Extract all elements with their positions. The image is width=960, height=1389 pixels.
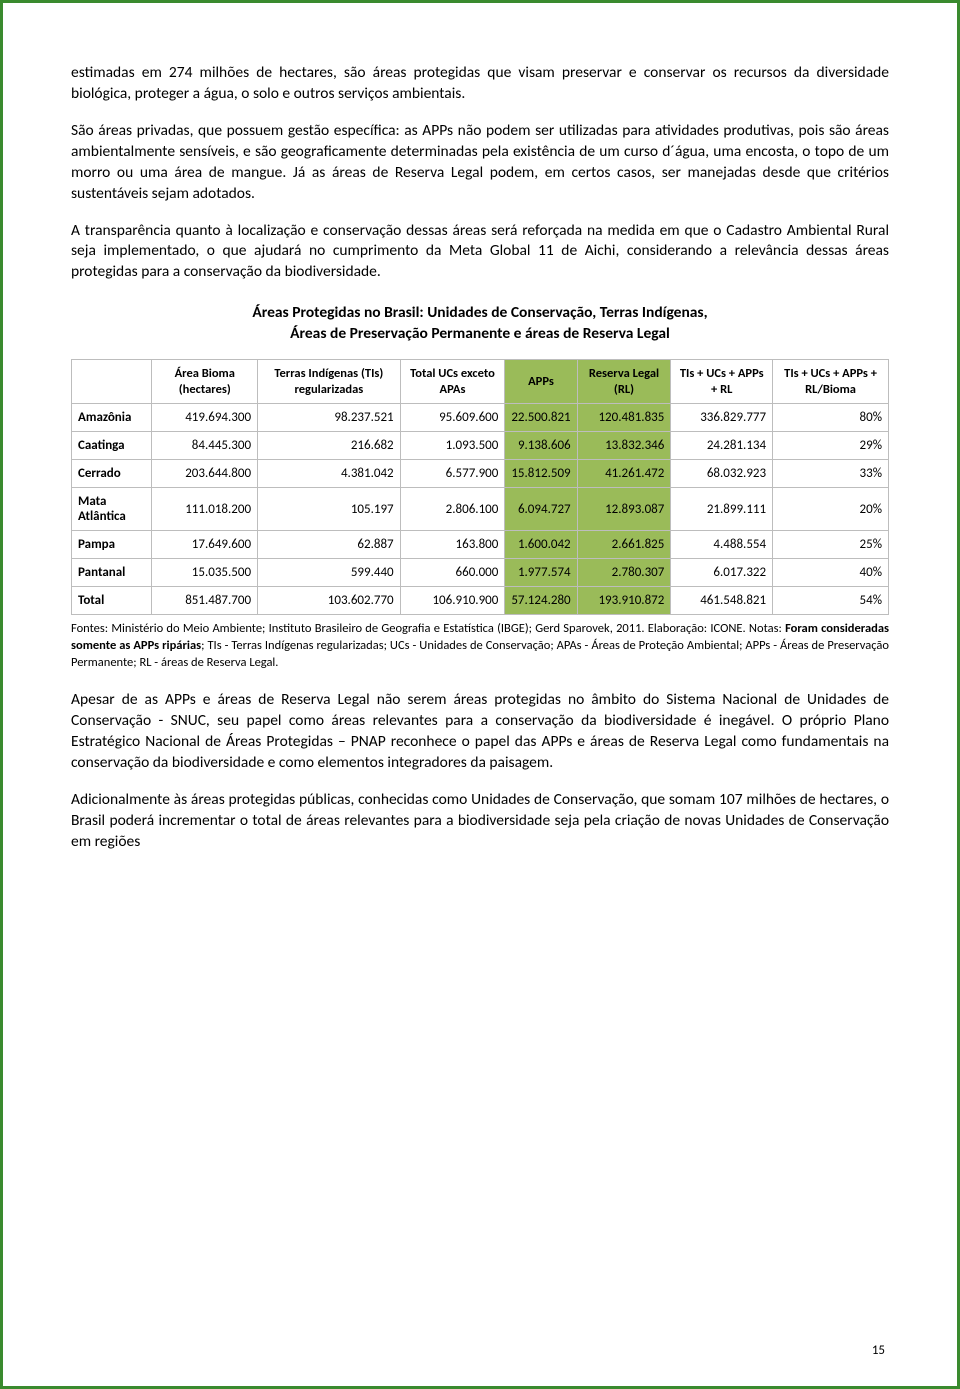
- footnote-text-1: Fontes: Ministério do Meio Ambiente; Ins…: [71, 621, 785, 636]
- table-title: Áreas Protegidas no Brasil: Unidades de …: [71, 303, 889, 345]
- table-row: Total851.487.700103.602.770106.910.90057…: [72, 587, 889, 615]
- table-cell: 17.649.600: [152, 531, 258, 559]
- header-apps: APPs: [505, 360, 577, 404]
- table-cell: 203.644.800: [152, 460, 258, 488]
- table-cell: 40%: [773, 559, 889, 587]
- table-cell: 33%: [773, 460, 889, 488]
- table-cell: Mata Atlântica: [72, 488, 152, 531]
- table-cell: Pampa: [72, 531, 152, 559]
- table-cell: 163.800: [400, 531, 505, 559]
- table-footnote: Fontes: Ministério do Meio Ambiente; Ins…: [71, 621, 889, 672]
- table-cell: 106.910.900: [400, 587, 505, 615]
- table-cell: 336.829.777: [671, 404, 773, 432]
- table-cell: 111.018.200: [152, 488, 258, 531]
- table-cell: 1.977.574: [505, 559, 577, 587]
- header-total-ucs: Total UCs exceto APAs: [400, 360, 505, 404]
- table-cell: 54%: [773, 587, 889, 615]
- table-row: Pantanal15.035.500599.440660.0001.977.57…: [72, 559, 889, 587]
- table-row: Amazônia419.694.30098.237.52195.609.6002…: [72, 404, 889, 432]
- table-cell: 1.093.500: [400, 432, 505, 460]
- table-cell: 193.910.872: [577, 587, 671, 615]
- table-cell: Cerrado: [72, 460, 152, 488]
- paragraph-1: estimadas em 274 milhões de hectares, sã…: [71, 63, 889, 105]
- protected-areas-table: Área Bioma (hectares) Terras Indígenas (…: [71, 359, 889, 615]
- paragraph-3: A transparência quanto à localização e c…: [71, 221, 889, 284]
- table-cell: 13.832.346: [577, 432, 671, 460]
- table-title-line1: Áreas Protegidas no Brasil: Unidades de …: [252, 303, 707, 322]
- table-cell: 105.197: [258, 488, 401, 531]
- table-cell: 6.017.322: [671, 559, 773, 587]
- table-cell: 12.893.087: [577, 488, 671, 531]
- table-cell: 24.281.134: [671, 432, 773, 460]
- table-cell: 41.261.472: [577, 460, 671, 488]
- table-cell: 120.481.835: [577, 404, 671, 432]
- table-cell: 4.488.554: [671, 531, 773, 559]
- header-area-bioma: Área Bioma (hectares): [152, 360, 258, 404]
- table-cell: 15.812.509: [505, 460, 577, 488]
- table-body: Amazônia419.694.30098.237.52195.609.6002…: [72, 404, 889, 615]
- table-cell: 25%: [773, 531, 889, 559]
- table-cell: Amazônia: [72, 404, 152, 432]
- table-cell: 599.440: [258, 559, 401, 587]
- table-cell: 216.682: [258, 432, 401, 460]
- table-cell: 1.600.042: [505, 531, 577, 559]
- table-row: Cerrado203.644.8004.381.0426.577.90015.8…: [72, 460, 889, 488]
- header-empty: [72, 360, 152, 404]
- table-cell: 2.806.100: [400, 488, 505, 531]
- table-cell: Caatinga: [72, 432, 152, 460]
- table-cell: 660.000: [400, 559, 505, 587]
- table-cell: 419.694.300: [152, 404, 258, 432]
- table-cell: 29%: [773, 432, 889, 460]
- table-cell: 80%: [773, 404, 889, 432]
- table-cell: 851.487.700: [152, 587, 258, 615]
- paragraph-2: São áreas privadas, que possuem gestão e…: [71, 121, 889, 205]
- header-terras-indigenas: Terras Indígenas (TIs) regularizadas: [258, 360, 401, 404]
- header-sum-ratio: TIs + UCs + APPs + RL/Bioma: [773, 360, 889, 404]
- table-cell: 103.602.770: [258, 587, 401, 615]
- table-cell: 6.577.900: [400, 460, 505, 488]
- page-number: 15: [872, 1343, 885, 1358]
- table-row: Mata Atlântica111.018.200105.1972.806.10…: [72, 488, 889, 531]
- table-cell: 6.094.727: [505, 488, 577, 531]
- header-reserva-legal: Reserva Legal (RL): [577, 360, 671, 404]
- paragraph-5: Adicionalmente às áreas protegidas públi…: [71, 790, 889, 853]
- header-sum: TIs + UCs + APPs + RL: [671, 360, 773, 404]
- table-cell: Total: [72, 587, 152, 615]
- table-cell: 68.032.923: [671, 460, 773, 488]
- table-cell: 95.609.600: [400, 404, 505, 432]
- table-cell: Pantanal: [72, 559, 152, 587]
- table-cell: 9.138.606: [505, 432, 577, 460]
- table-row: Pampa17.649.60062.887163.8001.600.0422.6…: [72, 531, 889, 559]
- table-cell: 4.381.042: [258, 460, 401, 488]
- table-row: Caatinga84.445.300216.6821.093.5009.138.…: [72, 432, 889, 460]
- table-cell: 15.035.500: [152, 559, 258, 587]
- table-cell: 84.445.300: [152, 432, 258, 460]
- paragraph-4: Apesar de as APPs e áreas de Reserva Leg…: [71, 690, 889, 774]
- table-cell: 98.237.521: [258, 404, 401, 432]
- table-cell: 62.887: [258, 531, 401, 559]
- table-cell: 2.780.307: [577, 559, 671, 587]
- table-cell: 2.661.825: [577, 531, 671, 559]
- table-title-line2: Áreas de Preservação Permanente e áreas …: [290, 324, 670, 343]
- table-header-row: Área Bioma (hectares) Terras Indígenas (…: [72, 360, 889, 404]
- table-cell: 22.500.821: [505, 404, 577, 432]
- table-cell: 21.899.111: [671, 488, 773, 531]
- table-cell: 461.548.821: [671, 587, 773, 615]
- table-cell: 57.124.280: [505, 587, 577, 615]
- table-cell: 20%: [773, 488, 889, 531]
